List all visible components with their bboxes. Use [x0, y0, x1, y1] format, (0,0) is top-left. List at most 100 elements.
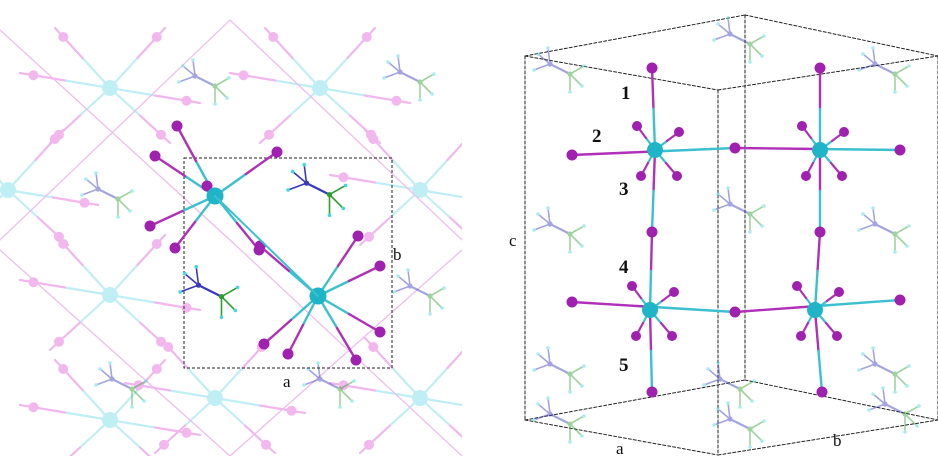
- hydrogen-atom: [857, 68, 861, 72]
- metal-halide-bond: [337, 328, 356, 360]
- n-h-bond: [293, 172, 307, 184]
- axial-bond: [818, 232, 821, 271]
- halide-atom: [895, 295, 906, 306]
- faded-organic-cation: [382, 54, 436, 102]
- carbon-atom: [219, 294, 224, 299]
- faded-halide-atom: [339, 172, 349, 182]
- hydrogen-atom: [871, 346, 875, 350]
- hydrogen-atom: [748, 445, 752, 449]
- hydrogen-atom: [716, 361, 720, 365]
- hydrogen-atom: [536, 402, 540, 406]
- faded-halide-atom: [264, 130, 274, 140]
- hydrogen-atom: [905, 84, 909, 88]
- left-structure-svg: [0, 0, 462, 456]
- faded-metal-atom: [312, 80, 328, 96]
- hydrogen-atom: [302, 163, 306, 167]
- axial-bond: [651, 351, 652, 392]
- faded-halide-atom: [364, 232, 374, 242]
- faded-bond: [365, 338, 393, 368]
- hydrogen-atom: [748, 60, 752, 64]
- hydrogen-atom: [532, 68, 536, 72]
- unit-cell-edge: [745, 15, 938, 56]
- faded-metal-atom: [207, 390, 223, 406]
- hydrogen-atom: [857, 228, 861, 232]
- hydrogen-atom: [396, 274, 400, 278]
- carbon-atom: [327, 192, 332, 197]
- faded-bond: [50, 323, 80, 351]
- faded-bond: [55, 28, 83, 58]
- axis-label-b: b: [393, 246, 402, 263]
- hydrogen-atom: [80, 193, 84, 197]
- halide-atom: [353, 231, 364, 242]
- hydrogen-atom: [893, 90, 897, 94]
- faded-bond: [365, 96, 410, 104]
- halide-atom: [351, 355, 362, 366]
- c-n-bond: [875, 364, 895, 374]
- hydrogen-atom: [116, 215, 120, 219]
- halide-atom: [632, 121, 642, 131]
- nitrogen-atom: [727, 201, 732, 206]
- c-n-bond: [550, 414, 570, 424]
- nitrogen-atom: [547, 61, 552, 66]
- halide-atom: [259, 339, 270, 350]
- halide-atom: [674, 127, 684, 137]
- faded-lattice-line: [0, 30, 230, 240]
- faded-bond: [53, 198, 98, 206]
- carbon-atom: [337, 386, 342, 391]
- faded-halide-atom: [58, 32, 68, 42]
- c-n-bond: [199, 285, 222, 297]
- carbon-atom: [747, 211, 752, 216]
- carbon-atom: [892, 371, 897, 376]
- faded-halide-atom: [364, 440, 374, 450]
- organic-cation: [857, 46, 911, 94]
- hydrogen-atom: [352, 379, 356, 383]
- hydrogen-atom: [98, 367, 102, 371]
- hydrogen-atom: [546, 396, 550, 400]
- faded-halide-atom: [268, 32, 278, 42]
- c-n-bond: [195, 76, 215, 86]
- hydrogen-atom: [328, 214, 332, 218]
- equatorial-bond: [818, 149, 901, 150]
- hydrogen-atom: [716, 192, 720, 196]
- hydrogen-atom: [382, 76, 386, 80]
- halide-atom: [895, 145, 906, 156]
- hydrogen-atom: [762, 419, 766, 423]
- faded-bond: [155, 428, 200, 436]
- hydrogen-atom: [706, 367, 710, 371]
- faded-bond: [138, 28, 166, 58]
- halide-atom: [667, 331, 677, 341]
- halide-atom: [672, 171, 682, 181]
- hydrogen-atom: [568, 390, 572, 394]
- hydrogen-atom: [227, 76, 231, 80]
- halide-atom: [817, 387, 828, 398]
- carbon-atom: [427, 293, 432, 298]
- metal-atom: [642, 302, 658, 318]
- faded-halide-atom: [50, 134, 60, 144]
- hydrogen-atom: [220, 316, 224, 320]
- faded-bond: [348, 28, 376, 58]
- hydrogen-atom: [861, 52, 865, 56]
- carbon-atom: [892, 231, 897, 236]
- hydrogen-atom: [546, 346, 550, 350]
- faded-halide-atom: [392, 96, 402, 106]
- halide-atom: [272, 147, 283, 158]
- hydrogen-atom: [750, 399, 754, 403]
- hydrogen-atom: [406, 268, 410, 272]
- faded-bond: [230, 73, 275, 81]
- hydrogen-atom: [194, 265, 198, 269]
- nitrogen-atom: [872, 361, 877, 366]
- faded-bond: [160, 338, 188, 368]
- halide-atom: [631, 331, 641, 341]
- hydrogen-atom: [191, 58, 195, 62]
- layer-label-4: 4: [619, 258, 629, 277]
- halide-atom: [669, 287, 679, 297]
- halide-atom: [832, 331, 842, 341]
- hydrogen-atom: [546, 206, 550, 210]
- axis-label-c: c: [509, 232, 517, 249]
- faded-bond: [36, 130, 64, 160]
- hydrogen-atom: [108, 361, 112, 365]
- faded-organic-cation: [392, 268, 446, 316]
- metal-atom: [807, 302, 823, 318]
- axis-label-b: b: [833, 432, 842, 449]
- faded-halide-atom: [29, 70, 39, 80]
